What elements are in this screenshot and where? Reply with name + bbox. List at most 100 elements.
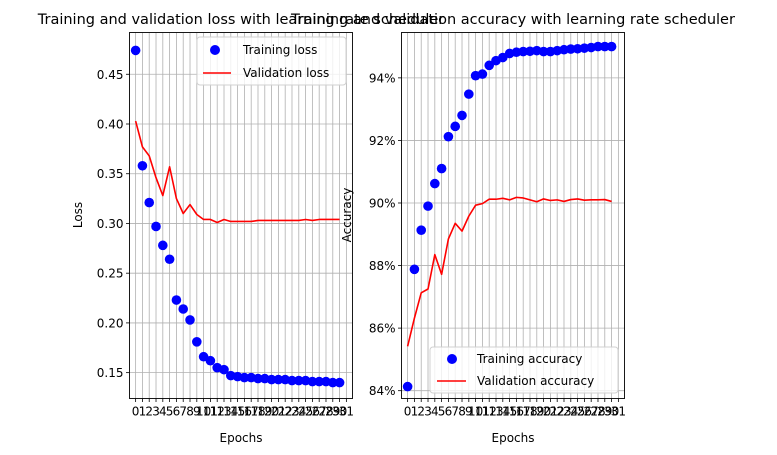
loss-x-tick-label: 31 (339, 405, 354, 419)
accuracy-training-point (457, 110, 467, 121)
accuracy-training-point (464, 89, 474, 99)
loss-x-tick-label: 26 (305, 405, 320, 419)
loss-y-tick-label: 0.15 (97, 366, 124, 380)
loss-legend-box (196, 36, 347, 86)
accuracy-x-tick-label: 8 (458, 405, 466, 419)
accuracy-x-tick-label: 6 (445, 405, 453, 419)
accuracy-x-tick-label: 23 (556, 405, 571, 419)
accuracy-x-tick-label: 29 (597, 405, 612, 419)
loss-x-tick-label: 18 (250, 405, 265, 419)
loss-training-point (334, 377, 345, 388)
loss-x-tick-label: 15 (230, 405, 245, 419)
loss-training-point (192, 337, 202, 347)
accuracy-training-point (606, 41, 617, 52)
loss-legend-marker-training (210, 45, 220, 55)
accuracy-x-tick-label: 14 (495, 405, 510, 419)
accuracy-x-tick-label: 3 (424, 405, 432, 419)
accuracy-grid (401, 32, 625, 399)
loss-training-point (287, 375, 297, 386)
loss-training-point (164, 254, 175, 265)
accuracy-y-tick-label: 92% (369, 134, 396, 148)
accuracy-y-tick-label: 84% (369, 384, 396, 398)
accuracy-x-tick-label: 28 (590, 405, 605, 419)
loss-y-tick-label: 0.30 (97, 217, 124, 231)
accuracy-x-tick-label: 30 (604, 405, 619, 419)
accuracy-training-point (450, 121, 461, 132)
accuracy-x-tick-label: 0 (404, 405, 412, 419)
loss-x-tick-label: 8 (186, 405, 194, 419)
loss-x-tick-label: 29 (325, 405, 340, 419)
loss-training-point (293, 375, 304, 386)
loss-x-tick-label: 14 (223, 405, 238, 419)
loss-training-point (144, 197, 155, 208)
accuracy-training-point (436, 163, 447, 174)
loss-x-tick-label: 13 (216, 405, 231, 419)
accuracy-x-tick-label: 26 (577, 405, 592, 419)
accuracy-x-tick-label: 31 (611, 405, 626, 419)
accuracy-xlabel: Epochs (492, 431, 535, 445)
loss-x-tick-label: 1 (139, 405, 147, 419)
accuracy-training-point (599, 41, 610, 52)
accuracy-y-tick-label: 94% (369, 71, 396, 85)
accuracy-validation-line (406, 196, 612, 347)
accuracy-training-point (430, 178, 440, 189)
loss-x-tick-label: 28 (318, 405, 333, 419)
accuracy-training-point (402, 381, 413, 392)
loss-x-tick-label: 0 (132, 405, 140, 419)
loss-x-tick-label: 11 (203, 405, 218, 419)
loss-training-point (327, 377, 338, 388)
loss-x-tick-label: 2 (145, 405, 153, 419)
accuracy-x-tick-label: 4 (431, 405, 439, 419)
accuracy-x-tick-label: 21 (543, 405, 558, 419)
loss-x-tick-label: 6 (173, 405, 181, 419)
loss-x-tick-label: 23 (284, 405, 299, 419)
accuracy-training-point (484, 60, 495, 71)
loss-y-tick-label: 0.20 (97, 316, 124, 330)
loss-x-tick-label: 16 (237, 405, 252, 419)
loss-training-point (171, 295, 182, 305)
accuracy-legend-box (429, 346, 619, 394)
loss-training-point (151, 221, 161, 232)
loss-legend-label-training: Training loss (242, 43, 317, 57)
accuracy-y-tick-label: 88% (369, 259, 396, 273)
accuracy-training-point (593, 41, 603, 52)
loss-training-point (314, 376, 324, 387)
accuracy-training-point (409, 264, 420, 275)
accuracy-x-tick-label: 1 (411, 405, 419, 419)
accuracy-x-tick-label: 18 (522, 405, 537, 419)
loss-x-tick-label: 20 (264, 405, 279, 419)
accuracy-ticks: 0 1 2 3 4 5 6 7 8 9101112131415161718192021222324… (369, 71, 626, 418)
accuracy-x-tick-label: 10 (468, 405, 483, 419)
loss-y-tick-label: 0.40 (97, 118, 124, 132)
accuracy-x-tick-label: 16 (509, 405, 524, 419)
loss-training-point (185, 315, 195, 325)
loss-plot-frame (129, 32, 353, 399)
accuracy-training-point (477, 69, 488, 79)
accuracy-legend-marker-training (447, 354, 457, 364)
loss-training-point (219, 364, 229, 375)
accuracy-x-tick-label: 13 (488, 405, 503, 419)
loss-x-tick-label: 21 (271, 405, 286, 419)
loss-y-tick-label: 0.25 (97, 267, 124, 281)
loss-training-point (205, 355, 216, 366)
accuracy-x-tick-label: 20 (536, 405, 551, 419)
loss-x-tick-label: 10 (196, 405, 211, 419)
accuracy-training-point (565, 44, 576, 54)
accuracy-training-point (538, 46, 549, 57)
accuracy-x-tick-label: 15 (502, 405, 517, 419)
accuracy-x-tick-label: 7 (451, 405, 459, 419)
accuracy-x-tick-label: 9 (465, 405, 473, 419)
loss-x-tick-label: 25 (298, 405, 313, 419)
loss-x-tick-label: 7 (179, 405, 187, 419)
accuracy-chart: 0 1 2 3 4 5 6 7 8 9101112131415161718192021222324… (340, 32, 626, 445)
accuracy-x-tick-label: 11 (475, 405, 490, 419)
accuracy-x-tick-label: 27 (584, 405, 599, 419)
loss-legend: Training loss Validation loss (196, 36, 347, 86)
loss-validation-line (134, 120, 340, 224)
loss-training-point (239, 372, 250, 383)
accuracy-legend-label-validation: Validation accuracy (477, 374, 594, 388)
loss-training-point (130, 45, 141, 56)
accuracy-training-point (423, 201, 433, 211)
accuracy-training-point (518, 46, 528, 57)
